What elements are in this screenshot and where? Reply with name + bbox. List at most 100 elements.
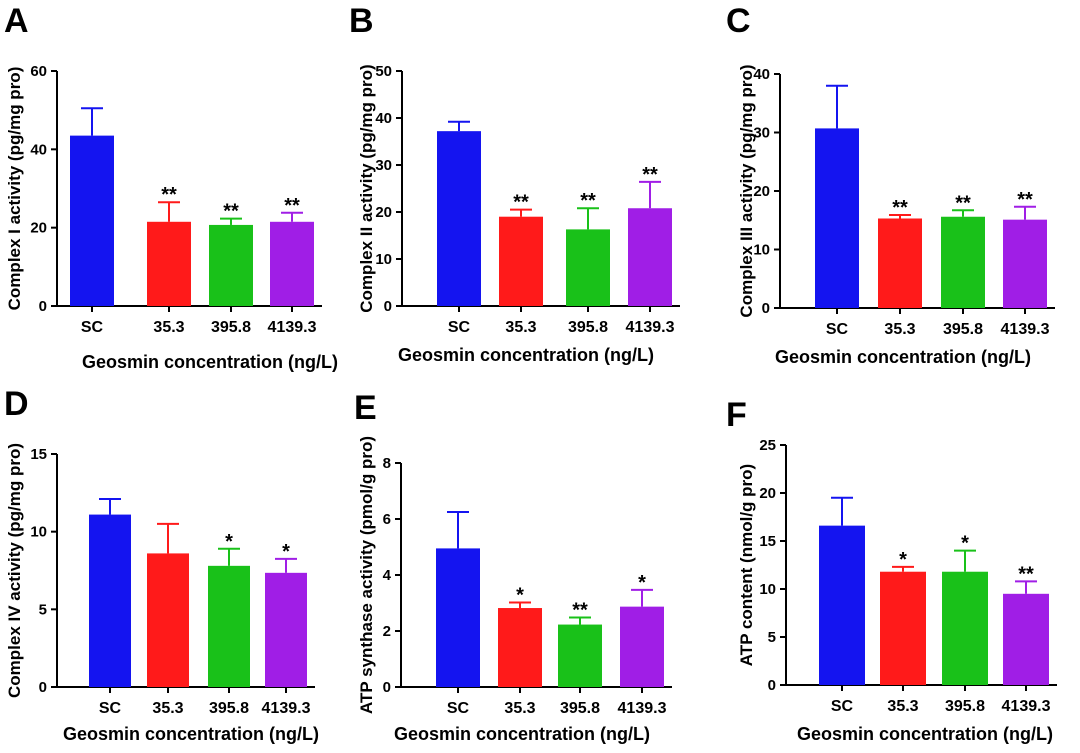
chart-panel-a: A 0 20 40 60 SC 35.3 ** 395.8 ** 4139.3 ** Complex I…	[4, 2, 338, 372]
x-tick-label: SC	[81, 319, 104, 336]
y-tick-label: 40	[30, 141, 47, 158]
significance-label: *	[225, 531, 233, 553]
panel-letter: F	[726, 396, 747, 434]
x-axis-title: Geosmin concentration (ng/L)	[797, 724, 1053, 744]
y-tick-label: 8	[383, 455, 391, 472]
y-tick-label: 10	[30, 524, 47, 541]
x-tick-label: SC	[448, 319, 471, 336]
y-tick-label: 25	[759, 437, 776, 454]
y-tick-label: 20	[30, 220, 47, 237]
panel-letter: B	[349, 2, 374, 40]
x-axis-title: Geosmin concentration (ng/L)	[82, 352, 338, 372]
y-tick-label: 0	[39, 298, 47, 315]
x-tick-label: 35.3	[153, 319, 184, 336]
y-axis-title: ATP content (nmol/g pro)	[737, 464, 756, 666]
y-tick-label: 5	[39, 601, 47, 618]
x-tick-label: 35.3	[505, 319, 536, 336]
x-tick-label: 35.3	[152, 700, 183, 717]
y-tick-label: 5	[768, 629, 776, 646]
bar	[89, 514, 131, 687]
y-tick-label: 40	[753, 66, 770, 83]
y-axis-title: Complex I activity (pg/mg pro)	[5, 67, 24, 311]
bar	[880, 571, 926, 685]
bar	[436, 548, 480, 687]
y-tick-label: 60	[30, 63, 47, 80]
x-axis-title: Geosmin concentration (ng/L)	[63, 724, 319, 744]
x-tick-label: SC	[99, 700, 122, 717]
y-tick-label: 50	[375, 63, 392, 80]
significance-label: **	[1018, 563, 1034, 585]
bar	[566, 229, 610, 306]
bar	[620, 606, 664, 687]
bar	[437, 131, 481, 306]
significance-label: *	[282, 541, 290, 563]
x-tick-label: 395.8	[209, 700, 249, 717]
bar	[208, 565, 250, 687]
bar	[265, 572, 307, 687]
y-tick-label: 30	[753, 125, 770, 142]
x-tick-label: 395.8	[560, 700, 600, 717]
y-tick-label: 10	[753, 242, 770, 259]
bar	[942, 571, 988, 685]
significance-label: **	[580, 190, 596, 212]
significance-label: **	[642, 164, 658, 186]
y-tick-label: 20	[759, 485, 776, 502]
x-tick-label: 4139.3	[1001, 321, 1050, 338]
x-tick-label: 4139.3	[268, 319, 317, 336]
y-axis-title: Complex II activity (pg/mg pro)	[357, 64, 376, 312]
bar	[878, 218, 922, 308]
x-tick-label: 4139.3	[618, 700, 667, 717]
bar	[270, 221, 314, 306]
significance-label: *	[516, 584, 524, 606]
y-tick-label: 15	[759, 533, 776, 550]
chart-panel-b: B 0 10 20 30 40 50 SC 35.3 ** 395.8 ** 4139.3 ** Compl…	[349, 2, 680, 365]
significance-label: *	[638, 572, 646, 594]
x-tick-label: 4139.3	[1002, 698, 1051, 715]
bar	[1003, 219, 1047, 308]
chart-panel-e: E 0 2 4 6 8 SC 35.3 * 395.8 ** 4139.3 * ATP synthase …	[354, 389, 672, 744]
y-tick-label: 0	[762, 300, 770, 317]
y-axis-title: Complex III activity (pg/mg pro)	[737, 64, 756, 317]
x-tick-label: 35.3	[884, 321, 915, 338]
y-tick-label: 10	[759, 581, 776, 598]
x-tick-label: 395.8	[211, 319, 251, 336]
x-tick-label: 4139.3	[262, 700, 311, 717]
significance-label: **	[892, 197, 908, 219]
y-tick-label: 0	[768, 677, 776, 694]
x-tick-label: 4139.3	[626, 319, 675, 336]
x-tick-label: 395.8	[568, 319, 608, 336]
panel-letter: A	[4, 2, 29, 40]
x-tick-label: 395.8	[945, 698, 985, 715]
y-tick-label: 0	[383, 679, 391, 696]
significance-label: **	[284, 195, 300, 217]
y-tick-label: 20	[753, 183, 770, 200]
y-tick-label: 30	[375, 157, 392, 174]
x-tick-label: SC	[447, 700, 470, 717]
x-axis-title: Geosmin concentration (ng/L)	[398, 345, 654, 365]
panel-letter: C	[726, 2, 751, 40]
bar	[819, 525, 865, 685]
y-tick-label: 0	[384, 298, 392, 315]
bar	[209, 224, 253, 306]
x-tick-label: 35.3	[504, 700, 535, 717]
y-tick-label: 0	[39, 679, 47, 696]
bar	[499, 216, 543, 306]
x-tick-label: SC	[831, 698, 854, 715]
y-tick-label: 20	[375, 204, 392, 221]
bar	[941, 216, 985, 308]
y-axis-title: ATP synthase activity (pmol/g pro)	[357, 436, 376, 714]
significance-label: **	[513, 192, 529, 214]
x-tick-label: 395.8	[943, 321, 983, 338]
y-tick-label: 40	[375, 110, 392, 127]
x-axis-title: Geosmin concentration (ng/L)	[394, 724, 650, 744]
y-tick-label: 15	[30, 446, 47, 463]
x-tick-label: 35.3	[887, 698, 918, 715]
significance-label: **	[955, 192, 971, 214]
x-axis-title: Geosmin concentration (ng/L)	[775, 347, 1031, 367]
y-tick-label: 6	[383, 511, 391, 528]
y-tick-label: 2	[383, 623, 391, 640]
significance-label: **	[1017, 189, 1033, 211]
bar	[815, 128, 859, 308]
y-tick-label: 4	[383, 567, 392, 584]
